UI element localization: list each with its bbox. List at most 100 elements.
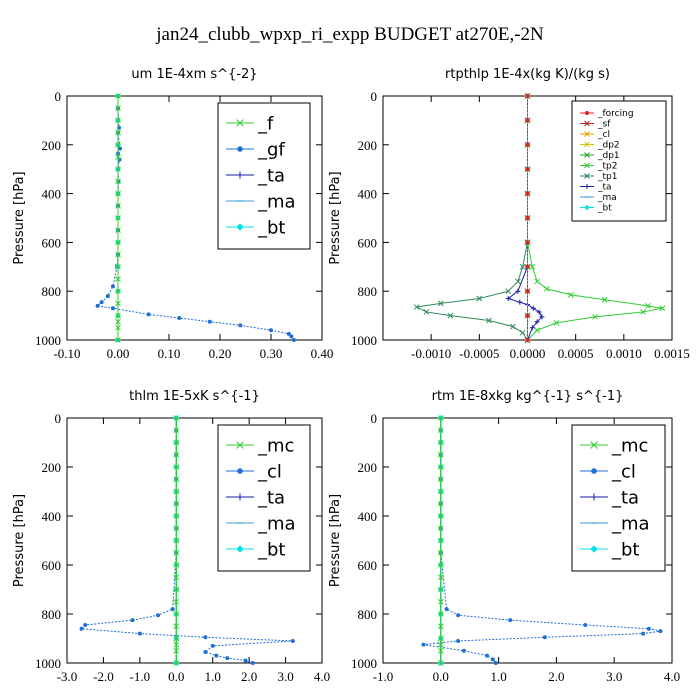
x-tick-label: 0.0010 — [606, 346, 642, 361]
data-point — [289, 334, 294, 339]
data-point — [173, 464, 180, 470]
data-point — [437, 427, 444, 434]
y-tick-label: 800 — [358, 607, 378, 622]
figure-title: jan24_clubb_wpxp_ri_expp BUDGET at270E,-… — [155, 24, 544, 45]
data-point — [115, 324, 121, 331]
data-point — [137, 631, 142, 636]
legend-label: _forcing — [597, 109, 634, 119]
data-point — [508, 618, 513, 623]
data-point — [437, 300, 444, 307]
data-point — [525, 167, 530, 172]
data-point — [173, 641, 180, 648]
data-point — [437, 647, 444, 654]
legend-marker — [236, 119, 244, 127]
data-point — [493, 661, 498, 665]
plot-frame — [382, 417, 673, 664]
data-point — [115, 288, 121, 295]
data-point — [83, 623, 88, 628]
data-point — [601, 296, 608, 303]
data-point — [437, 476, 444, 483]
panel-title: um 1E-4xm s^{-2} — [131, 67, 257, 82]
x-tick-label: 0.0 — [433, 669, 449, 684]
data-point — [485, 653, 490, 658]
data-point — [115, 141, 121, 148]
data-point — [173, 415, 180, 421]
data-point — [525, 191, 530, 196]
data-point — [525, 240, 530, 245]
data-point — [115, 337, 121, 343]
data-point — [115, 154, 121, 160]
data-point — [525, 94, 530, 98]
data-point — [117, 157, 122, 162]
legend-marker — [584, 162, 590, 169]
legend-box — [217, 102, 311, 250]
data-point — [437, 574, 444, 581]
legend-box — [571, 100, 667, 222]
y-tick-label: 600 — [42, 235, 62, 250]
series-line — [415, 96, 528, 341]
data-point — [583, 623, 588, 628]
data-point — [115, 239, 121, 246]
x-tick-label: 0.40 — [311, 346, 334, 361]
data-point — [115, 215, 121, 221]
x-tick-label: 1.0 — [205, 669, 221, 684]
data-point — [115, 166, 121, 173]
data-point — [659, 305, 666, 312]
data-point — [437, 549, 444, 556]
data-point — [115, 105, 121, 112]
y-tick-label: 0 — [371, 89, 378, 104]
panel-1: um 1E-4xm s^{-2} Pressure [hPa] -0.10 0.00 0… — [12, 67, 333, 361]
data-point — [243, 658, 248, 663]
data-point — [437, 641, 444, 648]
x-tick-label: -3.0 — [57, 669, 78, 684]
data-point — [146, 312, 151, 317]
y-axis-label: Pressure [hPa] — [328, 171, 343, 264]
y-tick-label: 400 — [358, 187, 378, 202]
data-point — [437, 537, 444, 544]
legend-marker — [236, 545, 244, 553]
y-tick-label: 0 — [55, 89, 62, 104]
data-point — [525, 264, 530, 269]
x-tick-label: 0.10 — [158, 346, 181, 361]
legend-label: _bt — [257, 539, 285, 560]
legend-marker — [584, 173, 590, 179]
data-point — [115, 202, 121, 209]
x-tick-label: 0.0005 — [558, 346, 594, 361]
data-point — [530, 305, 536, 311]
legend-label: _ta — [257, 487, 285, 508]
data-point — [173, 549, 180, 556]
legend-marker — [584, 131, 590, 137]
x-tick-label: 0.0000 — [510, 346, 546, 361]
data-point — [173, 660, 180, 666]
x-tick-label: -0.10 — [53, 346, 80, 361]
data-point — [203, 649, 208, 654]
data-point — [207, 319, 212, 324]
x-tick-label: 0.30 — [260, 346, 283, 361]
data-point — [173, 611, 180, 617]
legend-label: _cl — [257, 461, 282, 482]
data-point — [534, 327, 540, 334]
data-point — [238, 323, 243, 328]
data-point — [173, 537, 180, 544]
data-point — [115, 190, 121, 197]
data-point — [173, 586, 180, 593]
data-point — [437, 488, 444, 495]
legend-label: _f — [257, 113, 274, 134]
legend-label: _tp1 — [597, 172, 617, 182]
data-point — [115, 251, 121, 258]
y-tick-label: 400 — [42, 509, 62, 524]
x-tick-label: -1.0 — [373, 669, 394, 684]
data-point — [437, 598, 444, 605]
legend-label: _cl — [597, 130, 610, 140]
data-point — [250, 661, 255, 665]
y-tick-label: 800 — [42, 607, 62, 622]
data-point — [173, 476, 180, 483]
series-forcing — [525, 94, 530, 342]
panel-2: rtpthlp 1E-4x(kg K)/(kg s) Pressure [hPa]… — [328, 67, 690, 361]
data-point — [115, 129, 121, 136]
data-point — [543, 285, 550, 292]
data-point — [173, 488, 180, 495]
x-tick-label: -0.0005 — [459, 346, 499, 361]
data-point — [291, 338, 296, 342]
data-point — [290, 638, 295, 643]
